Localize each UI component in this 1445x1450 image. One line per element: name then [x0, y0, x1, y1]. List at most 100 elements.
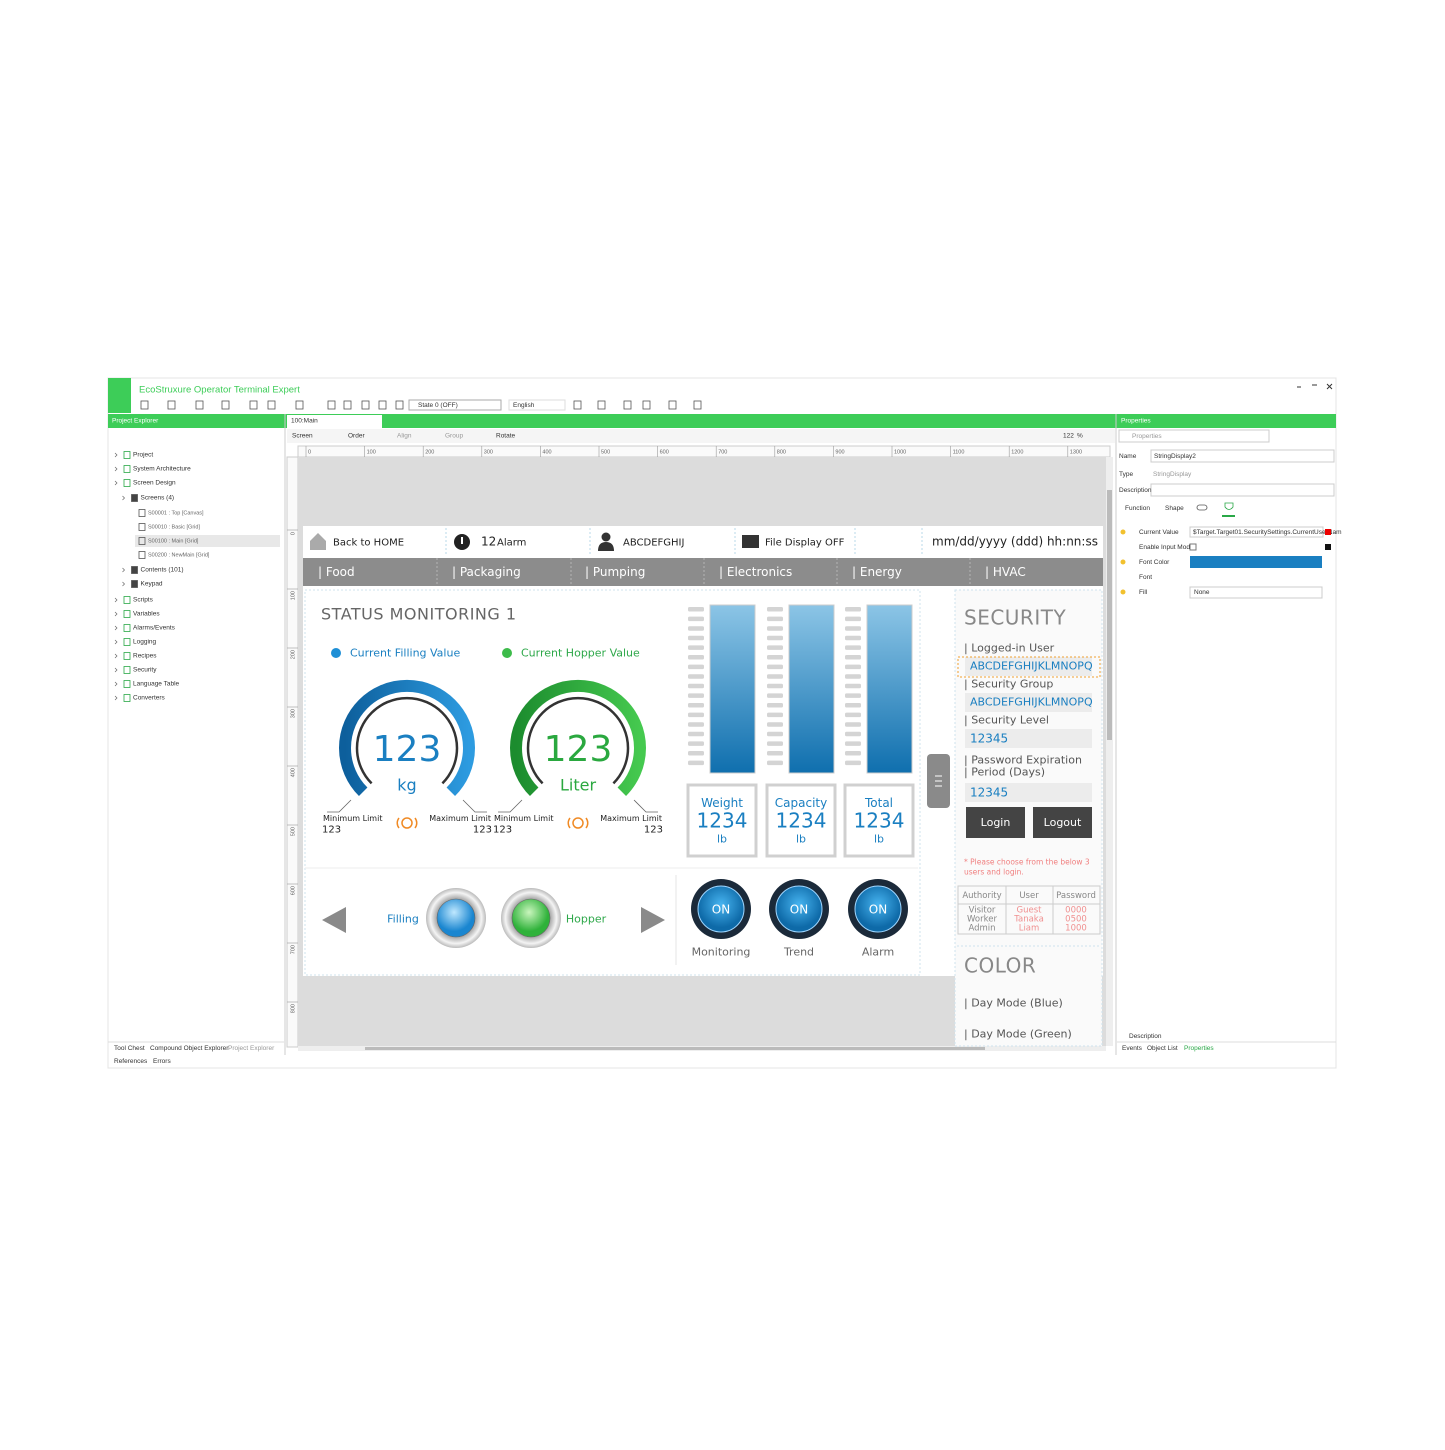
- tree-item[interactable]: Alarms/Events: [133, 625, 176, 632]
- language-select[interactable]: English: [513, 402, 535, 409]
- state-select[interactable]: State 0 (OFF): [418, 402, 458, 409]
- tool-button[interactable]: Align: [397, 433, 412, 440]
- tree-item[interactable]: Recipes: [133, 653, 157, 660]
- tab-icon[interactable]: [1224, 502, 1234, 510]
- logout-button[interactable]: [1033, 807, 1092, 838]
- panel-tab[interactable]: Errors: [153, 1058, 171, 1065]
- panel-tab[interactable]: Project Explorer: [228, 1045, 275, 1052]
- color-option[interactable]: | Day Mode (Blue): [964, 997, 1063, 1010]
- nav-item[interactable]: | Pumping: [585, 565, 645, 579]
- tree-chevron[interactable]: [114, 597, 118, 603]
- scroll-thumb-h[interactable]: [365, 1047, 985, 1050]
- language-dropdown[interactable]: [508, 399, 566, 411]
- toggle-state[interactable]: ON: [869, 903, 887, 917]
- toggle[interactable]: [697, 885, 745, 933]
- home-icon[interactable]: [310, 533, 326, 550]
- tree-item[interactable]: System Architecture: [133, 466, 191, 473]
- logout-label[interactable]: Logout: [1044, 816, 1082, 829]
- toggle-state[interactable]: ON: [712, 903, 730, 917]
- editor-tab-label[interactable]: 100:Main: [291, 418, 318, 425]
- tree-chevron[interactable]: [114, 639, 118, 645]
- color-option[interactable]: | Day Mode (Green): [964, 1028, 1072, 1041]
- toolbar-icon[interactable]: [221, 400, 230, 410]
- tree-item[interactable]: Screen Design: [133, 480, 176, 487]
- tree-chevron[interactable]: [114, 667, 118, 673]
- nav-item[interactable]: | Electronics: [719, 565, 792, 579]
- lamp[interactable]: [511, 898, 551, 938]
- tree-item[interactable]: Keypad: [141, 581, 163, 588]
- panel-tab[interactable]: Compound Object Explorer: [150, 1045, 229, 1052]
- toolbar-icon[interactable]: [597, 400, 606, 410]
- tree-chevron[interactable]: [114, 611, 118, 617]
- prop-tab[interactable]: Function: [1125, 505, 1150, 512]
- description-box[interactable]: [1150, 483, 1335, 497]
- prop-tab[interactable]: Shape: [1165, 505, 1184, 512]
- arrow-right[interactable]: [641, 907, 665, 933]
- toolbar-icon[interactable]: [623, 400, 632, 410]
- tree-chevron[interactable]: [114, 681, 118, 687]
- tool-button[interactable]: Rotate: [496, 433, 516, 440]
- panel-tab[interactable]: Properties: [1184, 1045, 1214, 1052]
- tree-item[interactable]: Scripts: [133, 597, 154, 604]
- tree-item[interactable]: S00001 : Top [Canvas]: [148, 510, 204, 516]
- home-button[interactable]: Back to HOME: [333, 538, 404, 549]
- checkbox[interactable]: [1189, 543, 1197, 551]
- tree-chevron[interactable]: [122, 581, 125, 587]
- toolbar-icon[interactable]: [668, 400, 677, 410]
- tree-item[interactable]: Security: [133, 667, 157, 674]
- panel-tab[interactable]: Object List: [1147, 1045, 1178, 1052]
- tool-button[interactable]: Group: [445, 433, 463, 440]
- panel-tab[interactable]: References: [114, 1058, 148, 1065]
- toolbar-icon[interactable]: [327, 400, 336, 410]
- value-box[interactable]: [1189, 526, 1324, 538]
- tree-chevron[interactable]: [114, 625, 118, 631]
- tool-button[interactable]: Order: [348, 433, 365, 440]
- toolbar-icon[interactable]: [361, 400, 370, 410]
- tree-item[interactable]: Screens (4): [141, 495, 175, 502]
- tree-item[interactable]: Variables: [133, 611, 160, 618]
- toolbar-icon[interactable]: [642, 400, 651, 410]
- tree-item[interactable]: Converters: [133, 695, 166, 702]
- toolbar-icon[interactable]: [267, 400, 276, 410]
- tab-icon[interactable]: [1196, 504, 1208, 511]
- login-button[interactable]: [966, 807, 1025, 838]
- panel-tab[interactable]: Events: [1122, 1045, 1143, 1052]
- zoom-value[interactable]: 122: [1063, 433, 1074, 440]
- panel-tab[interactable]: Tool Chest: [114, 1045, 145, 1052]
- toggle-state[interactable]: ON: [790, 903, 808, 917]
- name-box[interactable]: [1150, 449, 1335, 463]
- lamp[interactable]: [436, 898, 476, 938]
- toolbar-icon[interactable]: [693, 400, 702, 410]
- tool-button[interactable]: Screen: [292, 433, 313, 440]
- nav-item[interactable]: | Energy: [852, 565, 902, 579]
- login-label[interactable]: Login: [981, 816, 1011, 829]
- tree-item[interactable]: Project: [133, 452, 153, 459]
- toolbar-icon[interactable]: [343, 400, 352, 410]
- arrow-left[interactable]: [322, 907, 346, 933]
- toggle[interactable]: [775, 885, 823, 933]
- toolbar-icon[interactable]: [140, 400, 149, 410]
- toolbar-icon[interactable]: [167, 400, 176, 410]
- font-color-swatch[interactable]: [1190, 556, 1322, 568]
- tree-chevron[interactable]: [114, 480, 118, 486]
- window-control[interactable]: [1326, 383, 1333, 390]
- toolbar-icon[interactable]: [378, 400, 387, 410]
- tree-chevron[interactable]: [114, 466, 118, 472]
- tree-item[interactable]: S00100 : Main [Grid]: [148, 538, 199, 544]
- tree-item[interactable]: S00010 : Basic [Grid]: [148, 524, 200, 530]
- tree-item[interactable]: Language Table: [133, 681, 180, 688]
- toolbar-icon[interactable]: [295, 400, 304, 410]
- tree-chevron[interactable]: [114, 452, 118, 458]
- toggle[interactable]: [854, 885, 902, 933]
- editor-tab[interactable]: [287, 415, 382, 428]
- nav-item[interactable]: | Food: [318, 565, 355, 579]
- tree-item[interactable]: Contents (101): [141, 567, 184, 574]
- tree-chevron[interactable]: [122, 495, 125, 501]
- tree-chevron[interactable]: [114, 695, 118, 701]
- fill-box[interactable]: [1189, 586, 1323, 599]
- tree-chevron[interactable]: [114, 653, 118, 659]
- search-box[interactable]: [1118, 429, 1270, 443]
- tree-item[interactable]: Logging: [133, 639, 157, 646]
- toolbar-icon[interactable]: [249, 400, 258, 410]
- nav-item[interactable]: | HVAC: [985, 565, 1026, 579]
